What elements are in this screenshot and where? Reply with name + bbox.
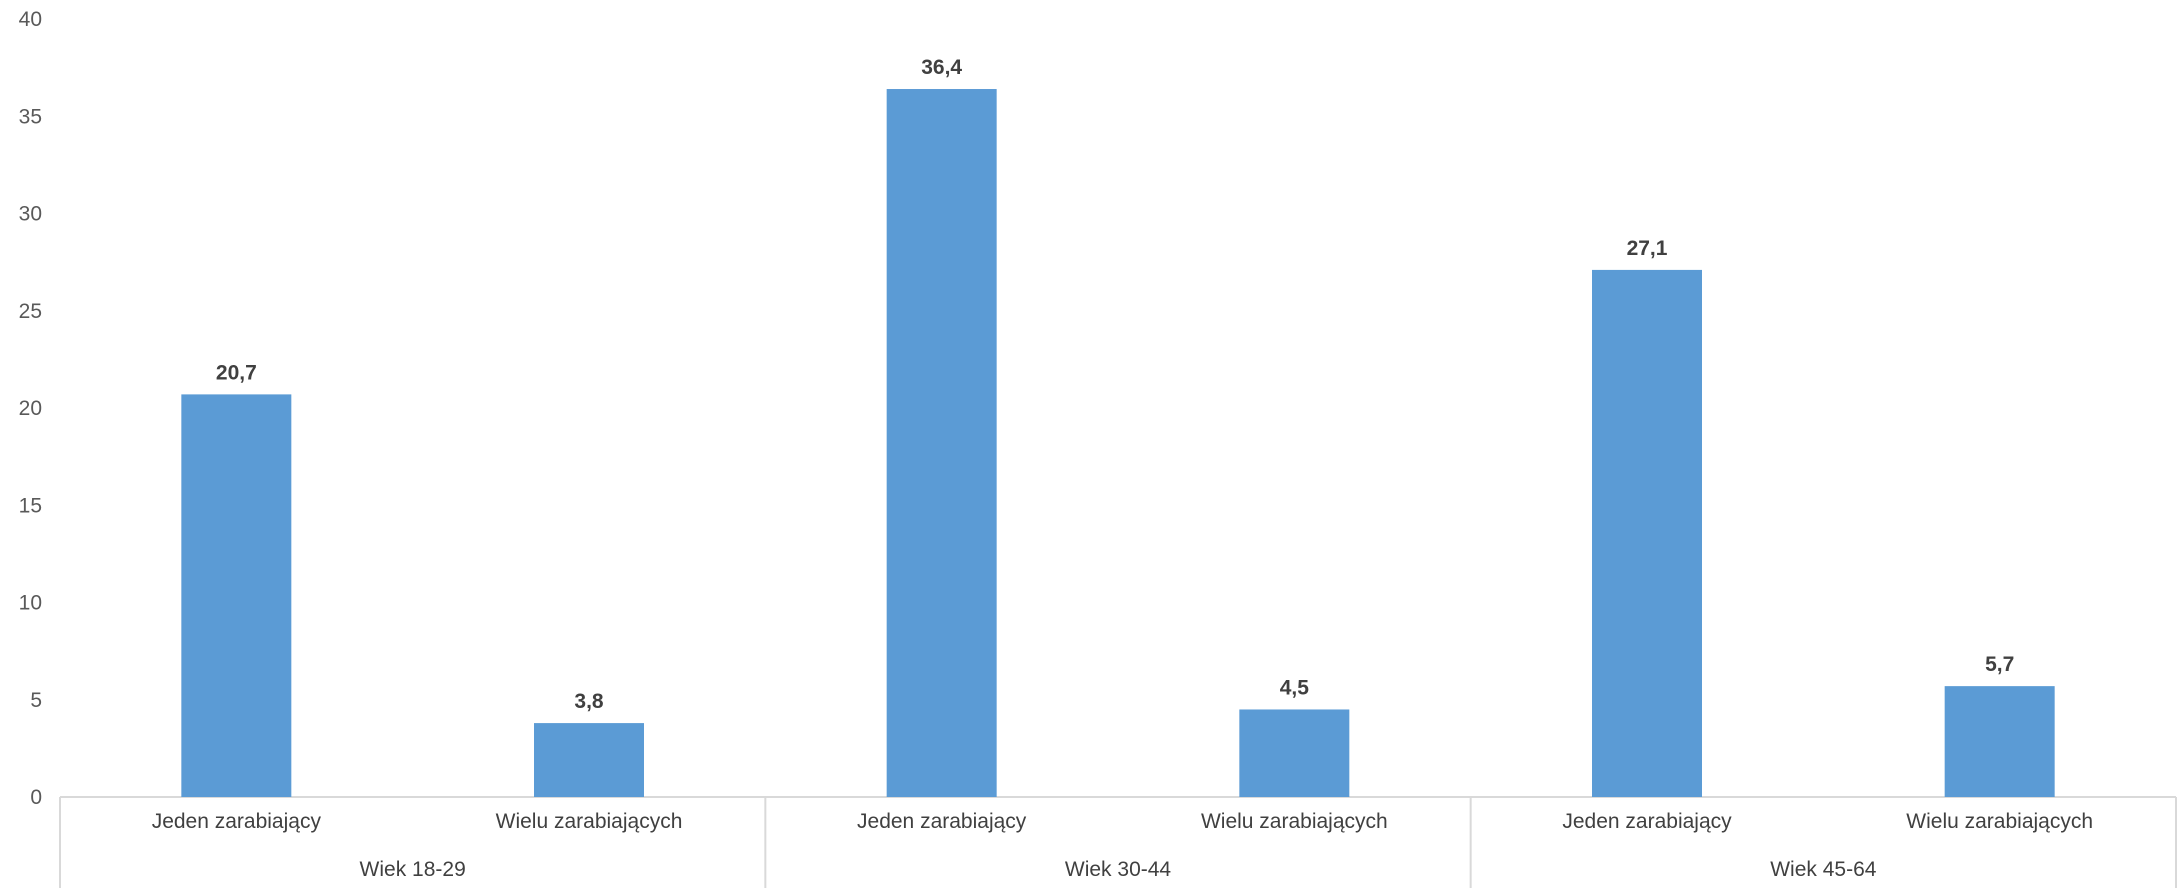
y-tick-label: 30 — [19, 203, 42, 226]
bar — [534, 723, 644, 797]
group-label: Wiek 45-64 — [1770, 858, 1877, 881]
y-tick-label: 5 — [30, 689, 42, 712]
group-labels: Wiek 18-29 Wiek 30-44 Wiek 45-64 — [360, 858, 1877, 881]
category-label: Jeden zarabiający — [857, 810, 1027, 833]
data-label: 3,8 — [574, 690, 604, 713]
bar — [1592, 269, 1702, 797]
bar — [886, 89, 997, 797]
y-tick-label: 15 — [19, 494, 42, 517]
y-tick-label: 0 — [30, 786, 42, 809]
y-axis: 0 5 10 15 20 25 30 35 40 — [19, 8, 42, 809]
data-label: 36,4 — [921, 56, 962, 79]
category-labels: Jeden zarabiający Wielu zarabiających Jede… — [152, 810, 2093, 833]
y-tick-label: 10 — [19, 592, 42, 615]
group-label: Wiek 18-29 — [360, 858, 466, 881]
data-label: 27,1 — [1627, 237, 1668, 260]
category-label: Wielu zarabiających — [1201, 810, 1388, 833]
data-labels: 20,7 3,8 36,4 4,5 27,1 5,7 — [216, 56, 2014, 713]
bar — [181, 394, 292, 797]
data-label: 5,7 — [1985, 653, 2014, 676]
y-tick-label: 25 — [19, 300, 42, 323]
category-label: Jeden zarabiający — [1562, 810, 1732, 833]
group-label: Wiek 30-44 — [1065, 858, 1172, 881]
axis-lines — [59, 796, 2177, 888]
bars — [181, 89, 2055, 797]
category-label: Jeden zarabiający — [152, 810, 322, 833]
data-label: 4,5 — [1280, 676, 1310, 699]
data-label: 20,7 — [216, 361, 257, 384]
y-tick-label: 35 — [19, 105, 42, 128]
bar — [1239, 709, 1350, 797]
bar — [1944, 686, 2055, 797]
category-label: Wielu zarabiających — [496, 810, 683, 833]
category-label: Wielu zarabiających — [1906, 810, 2093, 833]
y-tick-label: 40 — [19, 8, 42, 31]
y-tick-label: 20 — [19, 397, 42, 420]
